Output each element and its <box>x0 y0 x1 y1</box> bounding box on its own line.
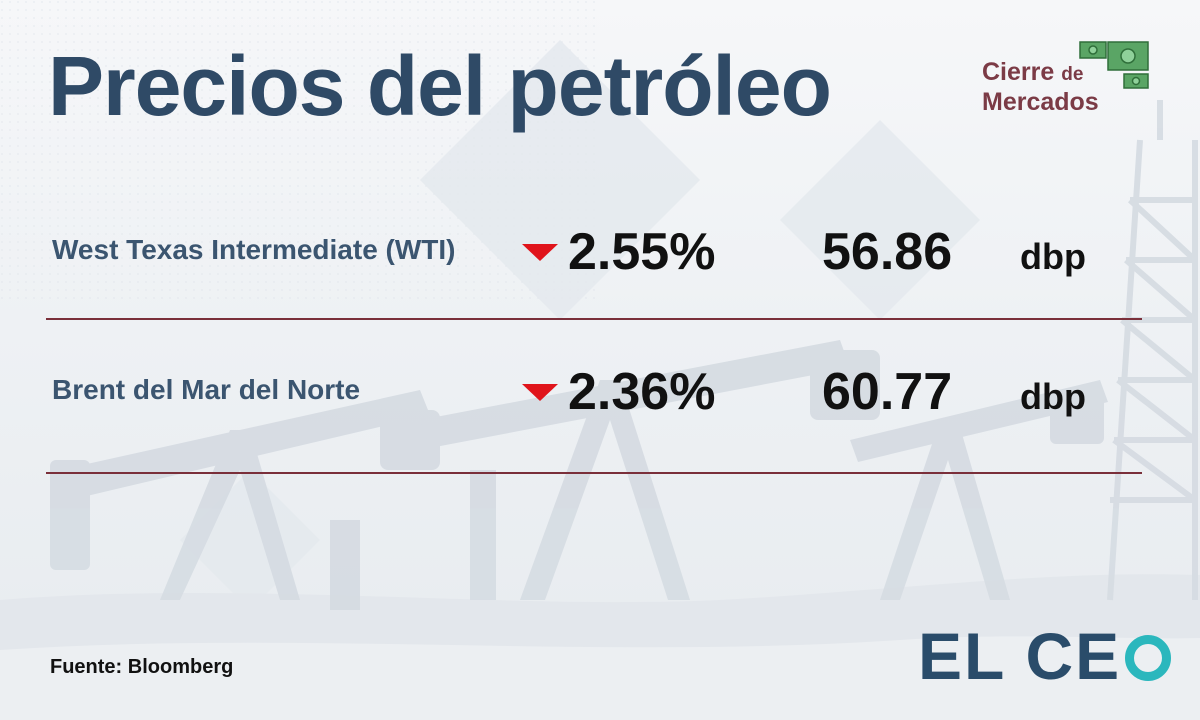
row-divider <box>46 472 1142 474</box>
page-title: Precios del petróleo <box>48 39 832 133</box>
row-name: West Texas Intermediate (WTI) <box>52 234 456 265</box>
down-arrow-icon <box>522 244 558 261</box>
table-row-brent: Brent del Mar del Norte 2.36% 60.77 dbp <box>0 362 1200 442</box>
badge-line2: Mercados <box>982 88 1099 116</box>
price-unit: dbp <box>1020 236 1086 277</box>
badge-cierre-text: Cierre <box>982 58 1055 86</box>
brand-o-ring-icon <box>1125 635 1172 681</box>
table-row-wti: West Texas Intermediate (WTI) 2.55% 56.8… <box>0 222 1200 302</box>
row-divider <box>46 318 1142 320</box>
change-percent: 2.36% <box>568 363 716 421</box>
price-value: 56.86 <box>822 223 953 281</box>
money-bills-icon <box>1079 41 1149 89</box>
brand-text: EL CE <box>918 619 1122 693</box>
change-percent: 2.55% <box>568 223 716 281</box>
badge-line1: Cierre de <box>982 58 1083 87</box>
source-note: Fuente: Bloomberg <box>50 656 234 678</box>
price-unit: dbp <box>1020 376 1086 417</box>
cierre-de-mercados-badge: Cierre de Mercados <box>982 40 1162 130</box>
el-ceo-logo: EL CE <box>918 618 1172 694</box>
price-value: 60.77 <box>822 363 953 421</box>
badge-de-text: de <box>1061 64 1084 85</box>
row-name: Brent del Mar del Norte <box>52 374 361 405</box>
down-arrow-icon <box>522 384 558 401</box>
